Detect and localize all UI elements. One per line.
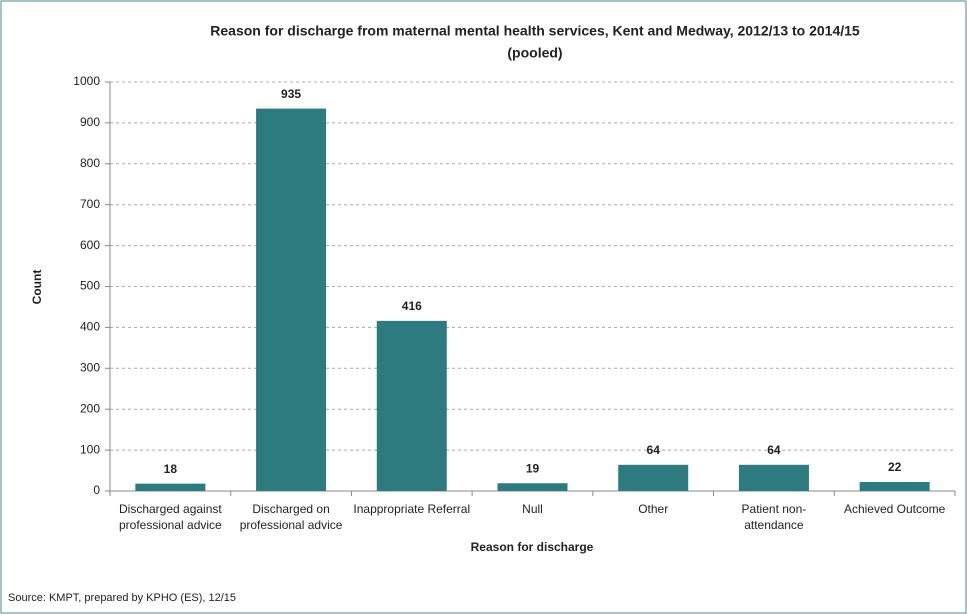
source-note: Source: KMPT, prepared by KPHO (ES), 12/… (8, 592, 236, 604)
x-tick-label: Achieved Outcome (843, 502, 946, 516)
bar (738, 464, 809, 491)
y-tick-label: 0 (93, 483, 100, 497)
y-tick-label: 900 (80, 115, 100, 129)
y-tick-label: 300 (80, 360, 100, 374)
chart-title: (pooled) (507, 45, 562, 61)
y-tick-label: 100 (80, 442, 100, 456)
x-axis-label: Reason for discharge (471, 540, 594, 554)
y-tick-label: 1000 (73, 74, 100, 88)
x-tick-label: Other (638, 502, 669, 516)
y-tick-label: 400 (80, 320, 100, 334)
y-tick-label: 600 (80, 238, 100, 252)
chart-title: Reason for discharge from maternal menta… (210, 23, 860, 39)
bar (376, 320, 447, 491)
bar (135, 483, 206, 491)
bar (256, 108, 327, 492)
y-tick-label: 500 (80, 279, 100, 293)
data-label: 935 (281, 87, 301, 101)
y-tick-label: 700 (80, 197, 100, 211)
data-label: 64 (647, 443, 661, 457)
bar (618, 464, 689, 491)
data-label: 64 (767, 443, 781, 457)
y-tick-label: 800 (80, 156, 100, 170)
data-label: 416 (402, 299, 422, 313)
bar (497, 483, 568, 491)
data-label: 22 (888, 460, 902, 474)
y-axis-label: Count (30, 270, 44, 305)
x-tick-label: Inappropriate Referral (353, 502, 471, 516)
y-tick-label: 200 (80, 401, 100, 415)
data-label: 18 (164, 462, 178, 476)
x-tick-label: Patient non-attendance (741, 502, 807, 532)
bar (859, 482, 930, 491)
x-tick-label: Discharged on professional advice (239, 502, 343, 532)
x-tick-label: Null (522, 502, 543, 516)
x-tick-label: Discharged against professional advice (118, 502, 222, 532)
data-label: 19 (526, 461, 540, 475)
